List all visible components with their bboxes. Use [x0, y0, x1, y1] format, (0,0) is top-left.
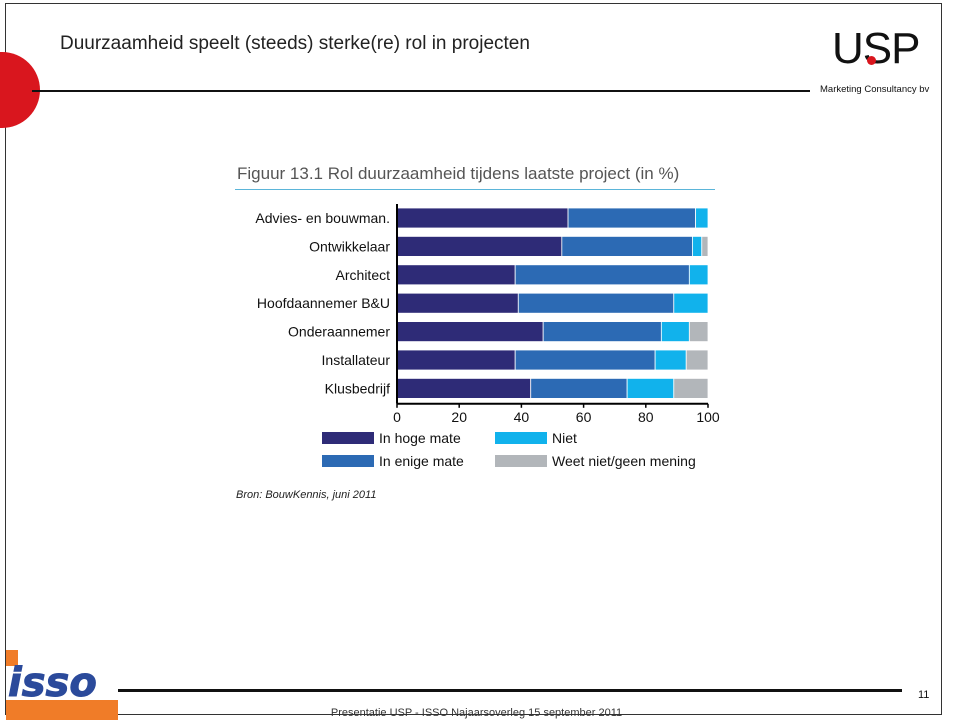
legend-label: In enige mate	[379, 453, 464, 469]
bar-segment	[396, 321, 544, 342]
bar-segment	[701, 236, 709, 257]
bar-segment	[695, 207, 709, 229]
usp-logo-dot	[867, 56, 876, 65]
bar-segment	[567, 207, 696, 229]
x-tick-label: 20	[451, 409, 467, 425]
bar-segment	[660, 321, 690, 342]
isso-logo-text: isso	[8, 660, 97, 706]
bar-segment	[517, 292, 675, 314]
bar-segment	[530, 377, 628, 399]
footer-rule	[118, 689, 902, 692]
bar-segment	[542, 321, 662, 342]
bar-segment	[688, 321, 709, 342]
category-label: Onderaannemer	[288, 324, 390, 340]
bar-segment	[514, 264, 690, 286]
usp-logo-subtitle: Marketing Consultancy bv	[820, 84, 930, 95]
bar-segment	[396, 349, 516, 371]
category-label: Ontwikkelaar	[309, 238, 390, 254]
bar-segment	[396, 207, 569, 229]
category-label: Hoofdaannemer B&U	[257, 295, 390, 311]
category-label: Architect	[336, 267, 391, 283]
legend-swatch	[322, 455, 374, 467]
chart-title: Figuur 13.1 Rol duurzaamheid tijdens laa…	[237, 164, 680, 183]
category-label: Klusbedrijf	[325, 380, 390, 396]
bar-segment	[561, 236, 693, 257]
legend-label: Weet niet/geen mening	[552, 453, 696, 469]
category-label: Installateur	[322, 352, 391, 368]
legend-swatch	[322, 432, 374, 444]
x-tick-label: 100	[696, 409, 720, 425]
bar-segment	[654, 349, 687, 371]
legend-label: In hoge mate	[379, 430, 461, 446]
legend-swatch	[495, 432, 547, 444]
bar-segment	[673, 377, 709, 399]
x-tick-label: 40	[514, 409, 530, 425]
bar-segment	[688, 264, 709, 286]
bar-segment	[514, 349, 656, 371]
x-tick-label: 80	[638, 409, 654, 425]
bar-segment	[396, 236, 563, 257]
bar-segment	[685, 349, 709, 371]
usp-logo: USP Marketing Consultancy bv	[820, 24, 935, 95]
bar-segment	[396, 264, 516, 286]
bar-segment	[626, 377, 675, 399]
legend-swatch	[495, 455, 547, 467]
usp-logo-text: USP	[832, 24, 920, 73]
x-tick-label: 60	[576, 409, 592, 425]
bar-segment	[673, 292, 709, 314]
slide-frame	[5, 3, 942, 715]
footer-text: Presentatie USP - ISSO Najaarsoverleg 15…	[330, 707, 623, 719]
category-label: Advies- en bouwman.	[255, 210, 390, 226]
page-number: 11	[918, 689, 930, 701]
chart-title-underline	[235, 189, 715, 190]
bar-segment	[692, 236, 703, 257]
bar-segment	[396, 377, 532, 399]
slide-title: Duurzaamheid speelt (steeds) sterke(re) …	[60, 33, 530, 54]
source-note: Bron: BouwKennis, juni 2011	[236, 489, 377, 501]
stacked-bar-chart: Advies- en bouwman. Ontwikkelaar Architect…	[255, 204, 720, 469]
header-rule	[32, 90, 810, 92]
legend-label: Niet	[552, 430, 577, 446]
isso-logo: isso	[6, 650, 118, 720]
bar-segment	[396, 292, 519, 314]
x-tick-label: 0	[393, 409, 401, 425]
